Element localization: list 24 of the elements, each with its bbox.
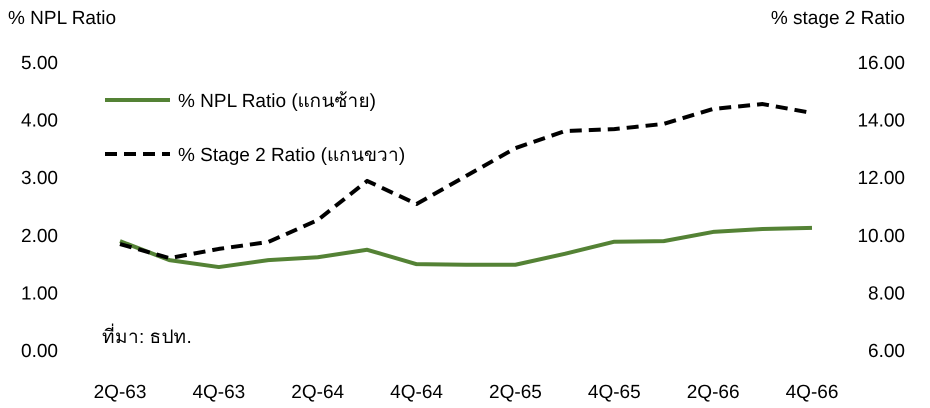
- ytick: 5.00: [21, 53, 58, 74]
- y2tick: 6.00: [868, 341, 905, 362]
- xtick: 2Q-66: [686, 382, 740, 403]
- xtick: 4Q-65: [588, 382, 641, 403]
- y2label: % stage 2 Ratio: [770, 8, 905, 29]
- xtick: 2Q-65: [489, 382, 542, 403]
- xtick: 2Q-64: [291, 382, 344, 403]
- xtick: 4Q-64: [390, 382, 443, 403]
- ytick: 3.00: [21, 168, 58, 190]
- legend-label: % NPL Ratio (แกนซ้าย): [178, 91, 376, 112]
- y2tick: 12.00: [857, 168, 905, 190]
- y2tick: 16.00: [857, 53, 905, 74]
- y2tick: 8.00: [868, 283, 905, 304]
- xtick: 4Q-63: [192, 382, 246, 403]
- ytick: 0.00: [21, 341, 58, 362]
- xtick: 4Q-66: [786, 382, 838, 403]
- legend-label: % Stage 2 Ratio (แกนขวา): [178, 145, 406, 166]
- y2tick: 10.00: [857, 226, 905, 247]
- y2tick: 14.00: [857, 110, 905, 132]
- ytick: 2.00: [21, 226, 58, 247]
- ytick: 4.00: [21, 110, 58, 132]
- xtick: 2Q-63: [94, 382, 146, 403]
- ytick: 1.00: [21, 283, 58, 304]
- ylabel: % NPL Ratio: [8, 8, 116, 29]
